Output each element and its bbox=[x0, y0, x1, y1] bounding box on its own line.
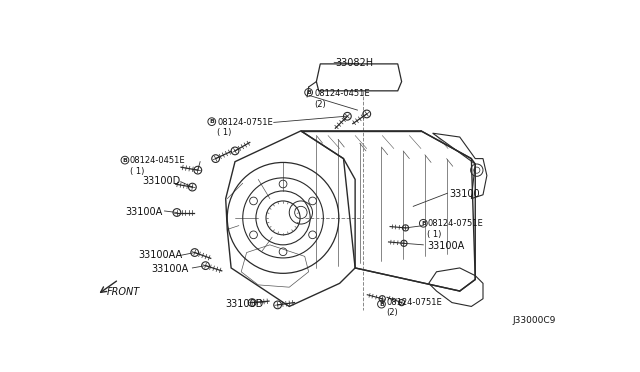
Text: B: B bbox=[122, 158, 127, 163]
Text: 08124-0751E
( 1): 08124-0751E ( 1) bbox=[428, 219, 483, 239]
Text: B: B bbox=[421, 221, 426, 226]
Text: FRONT: FRONT bbox=[106, 287, 140, 297]
Text: 33100A: 33100A bbox=[125, 207, 162, 217]
Text: B: B bbox=[306, 90, 311, 95]
Text: 33100A: 33100A bbox=[151, 264, 189, 274]
Text: 08124-0751E
( 1): 08124-0751E ( 1) bbox=[217, 118, 273, 137]
Text: 33082H: 33082H bbox=[336, 58, 374, 68]
Text: 33100: 33100 bbox=[449, 189, 479, 199]
Text: J33000C9: J33000C9 bbox=[513, 316, 556, 325]
Text: 08124-0751E
(2): 08124-0751E (2) bbox=[386, 298, 442, 317]
Text: B: B bbox=[209, 119, 214, 124]
Text: 33100A: 33100A bbox=[428, 241, 465, 251]
Text: 33100AA: 33100AA bbox=[138, 250, 182, 260]
Text: B: B bbox=[379, 302, 384, 307]
Text: 33100D: 33100D bbox=[226, 299, 264, 309]
Text: 08124-0451E
( 1): 08124-0451E ( 1) bbox=[129, 156, 185, 176]
Text: 08124-0451E
(2): 08124-0451E (2) bbox=[314, 89, 370, 109]
Text: 33100D: 33100D bbox=[142, 176, 180, 186]
